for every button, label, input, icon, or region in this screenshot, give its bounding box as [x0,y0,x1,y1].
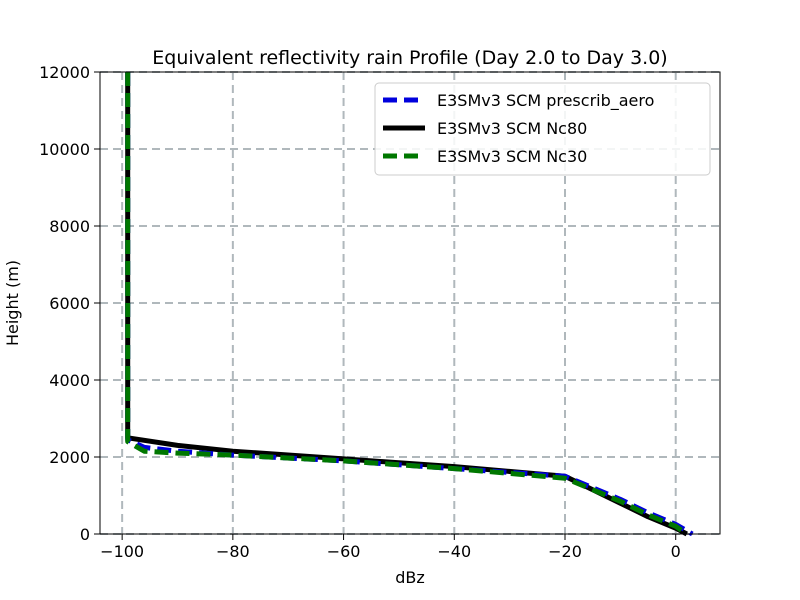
plot-series [125,72,694,537]
y-axis-label: Height (m) [3,260,22,346]
legend-box [374,82,711,176]
y-tick-label: 6000 [49,294,90,313]
y-tick-label: 8000 [49,217,90,236]
x-tick-label: 0 [671,542,681,561]
legend: E3SMv3 SCM prescrib_aero E3SMv3 SCM Nc80 E… [374,82,711,176]
axis-ticks: −100 −80 −60 −40 −20 0 0 2000 4000 6000 8000 10000 1… [39,63,681,561]
x-tick-label: −80 [216,542,250,561]
legend-label: E3SMv3 SCM Nc80 [437,119,587,138]
x-axis-label: dBz [395,568,425,587]
y-tick-label: 12000 [39,63,90,82]
chart-title: Equivalent reflectivity rain Profile (Da… [152,47,667,69]
legend-label: E3SMv3 SCM prescrib_aero [437,91,654,111]
y-tick-label: 10000 [39,140,90,159]
series-line-2 [125,72,689,537]
x-tick-label: −40 [437,542,471,561]
x-tick-label: −60 [327,542,361,561]
y-tick-label: 2000 [49,448,90,467]
y-tick-label: 0 [80,525,90,544]
x-tick-label: −20 [548,542,582,561]
y-tick-label: 4000 [49,371,90,390]
legend-label: E3SMv3 SCM Nc30 [437,147,587,166]
x-tick-label: −100 [100,542,144,561]
